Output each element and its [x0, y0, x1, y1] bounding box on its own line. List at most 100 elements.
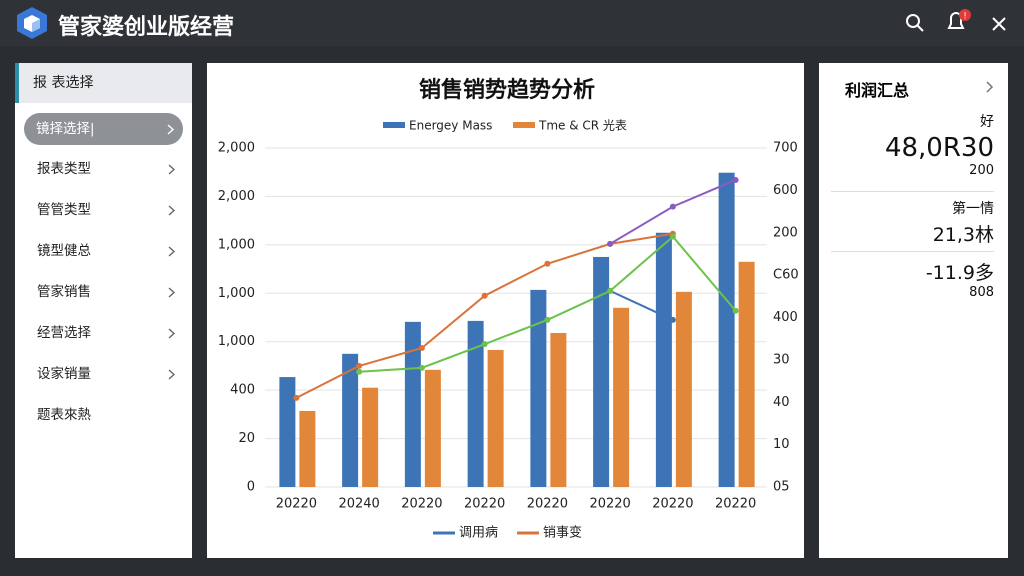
chevron — [986, 81, 994, 93]
bar — [362, 387, 379, 487]
x-tick-label: 20220 — [276, 497, 317, 512]
menu-label: 管家销售 — [37, 284, 91, 300]
chart-title: 销售销势趋势分析 — [419, 77, 595, 103]
summary-value: 48,0R30 — [884, 133, 994, 163]
y2-tick-label: 05 — [773, 480, 790, 495]
app-title: 管家婆创业版经营 — [58, 15, 235, 40]
menu-label: 镜型健总 — [37, 243, 91, 259]
line-point — [669, 316, 676, 323]
summary-row: 第一情 21,3林 — [831, 191, 994, 247]
x-tick-label: 20220 — [464, 497, 505, 512]
menu-label: 经营选择 — [37, 325, 91, 341]
x-tick-label: 20240 — [338, 497, 379, 512]
line-point — [356, 368, 363, 375]
chevron-path — [168, 369, 176, 380]
legend-label: Tme & CR 光表 — [538, 119, 627, 133]
line-point — [481, 341, 488, 348]
menu-item[interactable]: 设家销量 — [15, 354, 192, 395]
bar — [613, 307, 630, 487]
line-point — [669, 233, 676, 240]
y-tick-label: 1,000 — [218, 286, 255, 301]
bar — [738, 261, 755, 487]
chevron — [168, 246, 176, 257]
line-point — [669, 203, 676, 210]
search-icon[interactable] — [905, 13, 925, 33]
menu-item[interactable]: 报表类型 — [15, 149, 192, 190]
menu-label: 镜择选择| — [36, 121, 95, 137]
bar — [550, 332, 567, 487]
bar — [675, 291, 692, 487]
menu-item[interactable]: 镜型健总 — [15, 231, 192, 272]
line-point — [356, 362, 363, 369]
chevron — [168, 328, 176, 339]
chevron-path — [168, 287, 176, 298]
menu-item[interactable]: 管家销售 — [15, 272, 192, 313]
summary-row: -11.9多 808 — [831, 251, 994, 300]
y2-tick-label: 200 — [773, 225, 798, 240]
summary-value: -11.9多 — [925, 262, 994, 284]
summary-row: 好 48,0R30 200 — [831, 111, 994, 178]
menu-item[interactable]: 题表來熱 — [15, 395, 192, 436]
legend-swatch — [383, 122, 405, 128]
line-point — [418, 364, 425, 371]
legend-label: Energey Mass — [409, 119, 492, 133]
bar — [404, 321, 421, 487]
chevron-path — [168, 164, 176, 175]
chevron — [167, 124, 175, 135]
x-tick-label: 20220 — [652, 497, 693, 512]
y-tick-label: 1,000 — [218, 334, 255, 349]
y2-tick-label: C60 — [773, 268, 799, 283]
line-point — [732, 307, 739, 314]
chevron-path — [167, 124, 175, 135]
bell-icon[interactable]: ! — [945, 8, 973, 34]
chevron — [168, 164, 176, 175]
menu-item[interactable]: 镜择选择| — [24, 113, 183, 145]
y2-tick-label: 400 — [773, 310, 798, 325]
summary-sub: 200 — [969, 163, 994, 178]
menu: 镜择选择| 报表类型管管类型镜型健总管家销售经营选择设家销量题表來熱 — [15, 113, 192, 436]
line-point — [607, 287, 614, 294]
chart: 销售销势趋势分析 0 20 400 1,000 1,000 1,000 2,000 2,000… — [218, 77, 799, 541]
x-tick-label: 20220 — [715, 497, 756, 512]
summary-label: 第一情 — [952, 201, 994, 217]
legend-label: 销事变 — [543, 525, 582, 541]
chevron-path — [168, 246, 176, 257]
line-point — [732, 176, 739, 183]
bar — [467, 320, 484, 487]
y2-tick-label: 600 — [773, 183, 798, 198]
bar — [424, 369, 441, 487]
menu-label: 题表來熱 — [37, 407, 91, 423]
close-icon[interactable] — [991, 16, 1007, 32]
menu-label: 报表类型 — [37, 161, 91, 177]
bar — [593, 256, 610, 487]
line-point — [607, 240, 614, 247]
line-point — [544, 260, 551, 267]
chevron — [168, 369, 176, 380]
menu-item[interactable]: 管管类型 — [15, 190, 192, 231]
menu-label: 管管类型 — [37, 202, 91, 218]
x-tick-label: 20220 — [589, 497, 630, 512]
menu-item[interactable]: 经营选择 — [15, 313, 192, 354]
y-tick-label: 1,000 — [218, 237, 255, 252]
summary-label: 好 — [980, 114, 994, 130]
y2-tick-label: 30 — [773, 352, 790, 367]
summary-panel: 利润汇总 好 48,0R30 200 第一情 21,3林 -11.9多 808 — [819, 63, 1008, 558]
summary-sub: 808 — [969, 285, 994, 300]
line-series — [609, 289, 674, 321]
chart-panel: 销售销势趋势分析 0 20 400 1,000 1,000 1,000 2,000 2,000… — [207, 63, 804, 558]
legend-swatch — [513, 122, 535, 128]
bar — [342, 353, 359, 487]
y2-tick-label: 10 — [773, 437, 790, 452]
bar — [718, 172, 735, 487]
line-point — [481, 292, 488, 299]
y2-tick-label: 40 — [773, 395, 790, 410]
line-point — [418, 345, 425, 352]
bar — [655, 232, 672, 487]
menu-label: 设家销量 — [37, 366, 91, 382]
summary-title: 利润汇总 — [845, 81, 910, 100]
sidebar: 报 表选择 镜择选择| 报表类型 管管类型 镜型健总 管家销售 经营选择 设家销量 题表來熱 — [15, 63, 192, 558]
y-tick-label: 20 — [238, 431, 255, 446]
bar — [279, 377, 296, 487]
summary-value: 21,3林 — [932, 224, 994, 246]
